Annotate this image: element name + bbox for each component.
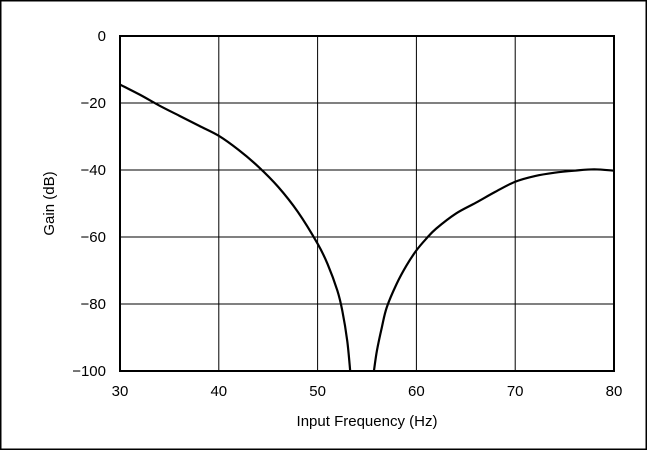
- x-axis-label: Input Frequency (Hz): [297, 413, 438, 430]
- y-tick-label-neg60: −60: [81, 229, 106, 246]
- y-tick-label-0: 0: [98, 28, 106, 45]
- gain-curve-segment-1: [119, 83, 352, 372]
- x-tick-label-80: 80: [606, 383, 623, 400]
- y-axis-label: Gain (dB): [41, 171, 58, 235]
- x-axis-ticks: 30 40 50 60 70 80: [112, 383, 623, 400]
- x-tick-label-70: 70: [507, 383, 524, 400]
- gain-curve-segment-2: [372, 168, 615, 372]
- x-tick-label-30: 30: [112, 383, 129, 400]
- plot-area: [119, 35, 615, 372]
- x-tick-label-50: 50: [309, 383, 326, 400]
- y-tick-label-neg40: −40: [81, 162, 106, 179]
- y-tick-label-neg20: −20: [81, 95, 106, 112]
- x-tick-label-40: 40: [210, 383, 227, 400]
- gain-curve: [119, 83, 615, 372]
- y-tick-label-neg80: −80: [81, 296, 106, 313]
- y-axis-ticks: 0 −20 −40 −60 −80 −100: [72, 28, 106, 380]
- y-tick-label-neg100: −100: [72, 363, 106, 380]
- x-tick-label-60: 60: [408, 383, 425, 400]
